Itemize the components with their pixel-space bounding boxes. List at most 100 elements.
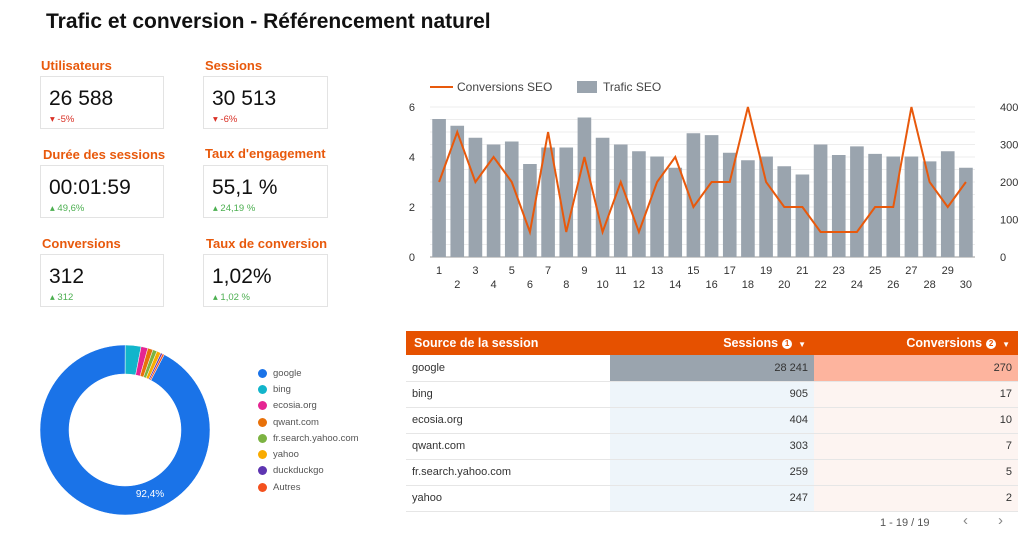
sort-caret-icon: ▼	[798, 340, 806, 349]
cell-sessions: 28 241	[610, 355, 814, 382]
cell-source: bing	[406, 381, 610, 408]
cell-conversions: 5	[814, 459, 1018, 486]
x-tick-label: 11	[615, 265, 626, 277]
cell-conversions: 2	[814, 485, 1018, 512]
column-header-source[interactable]: Source de la session	[406, 331, 610, 355]
x-tick-label: 12	[633, 279, 645, 291]
legend-item-yahoo[interactable]: yahoo	[258, 446, 359, 462]
legend-item-qwant[interactable]: qwant.com	[258, 414, 359, 430]
bar-trafic-seo[interactable]	[813, 144, 828, 258]
kpi-value: 26 588	[49, 87, 114, 110]
line-conversions-seo[interactable]	[438, 106, 967, 236]
column-header-conversions[interactable]: Conversions 2 ▼	[814, 331, 1018, 355]
table-row[interactable]: qwant.com 303 7	[406, 433, 1018, 460]
kpi-card-taux-engagement: 55,1 % ▴ 24,19 %	[203, 165, 328, 218]
x-tick-label: 7	[545, 265, 551, 277]
chevron-right-icon[interactable]: ›	[998, 512, 1003, 529]
legend-dot-icon	[258, 433, 267, 443]
bar-trafic-seo[interactable]	[486, 144, 501, 258]
bar-trafic-seo[interactable]	[450, 125, 465, 257]
bar-trafic-seo[interactable]	[595, 137, 610, 257]
info-icon: 1	[782, 339, 793, 349]
report-title: Trafic et conversion - Référencement nat…	[46, 10, 491, 33]
bar-trafic-seo[interactable]	[686, 133, 701, 257]
legend-item-autres[interactable]: Autres	[258, 479, 359, 495]
kpi-label-taux-conversion: Taux de conversion	[206, 236, 328, 251]
info-icon: 2	[986, 339, 997, 349]
legend-label-trafic-seo[interactable]: Trafic SEO	[603, 80, 661, 94]
donut-slice-Autres[interactable]	[149, 353, 165, 381]
cell-source: qwant.com	[406, 433, 610, 460]
bar-trafic-seo[interactable]	[523, 164, 537, 257]
x-tick-label: 18	[742, 279, 754, 291]
legend-item-duckduckgo[interactable]: duckduckgo	[258, 463, 359, 479]
arrow-up-icon: ▴	[50, 203, 55, 214]
kpi-label-utilisateurs: Utilisateurs	[41, 58, 112, 73]
x-tick-label: 9	[581, 265, 587, 277]
kpi-delta: ▾ -5%	[50, 114, 75, 125]
table-row[interactable]: fr.search.yahoo.com 259 5	[406, 459, 1018, 486]
x-tick-label: 26	[887, 279, 899, 291]
bar-trafic-seo[interactable]	[541, 147, 555, 258]
y-right-tick-label: 100	[1000, 215, 1018, 227]
bar-trafic-seo[interactable]	[777, 166, 792, 257]
legend-item-bing[interactable]: bing	[258, 381, 359, 397]
cell-conversions: 10	[814, 407, 1018, 434]
kpi-value: 55,1 %	[212, 176, 278, 199]
bar-trafic-seo[interactable]	[904, 156, 919, 258]
x-tick-label: 6	[527, 279, 533, 291]
bar-trafic-seo[interactable]	[613, 144, 628, 258]
kpi-card-conversions: 312 ▴ 312	[40, 254, 164, 307]
bar-trafic-seo[interactable]	[831, 155, 846, 257]
bar-trafic-seo[interactable]	[922, 161, 937, 257]
kpi-card-duree-sessions: 00:01:59 ▴ 49,6%	[40, 165, 164, 218]
bar-trafic-seo[interactable]	[850, 146, 864, 257]
x-tick-label: 24	[851, 279, 863, 291]
bar-trafic-seo[interactable]	[940, 151, 955, 257]
donut-slice-google[interactable]	[40, 344, 211, 516]
bar-trafic-seo[interactable]	[504, 141, 519, 258]
bar-trafic-seo[interactable]	[559, 147, 574, 258]
bar-trafic-seo[interactable]	[959, 167, 973, 257]
table-row[interactable]: bing 905 17	[406, 381, 1018, 408]
bar-trafic-seo[interactable]	[577, 117, 592, 258]
legend-label-conversions-seo[interactable]: Conversions SEO	[457, 80, 552, 94]
y-right-tick-label: 0	[1000, 252, 1006, 264]
bar-trafic-seo[interactable]	[759, 156, 773, 258]
bar-trafic-seo[interactable]	[432, 119, 446, 257]
bar-trafic-seo[interactable]	[795, 174, 810, 258]
cell-sessions: 303	[610, 433, 814, 460]
pagination-label: 1 - 19 / 19	[880, 517, 930, 529]
table-row[interactable]: ecosia.org 404 10	[406, 407, 1018, 434]
cell-source: yahoo	[406, 485, 610, 512]
bar-trafic-seo[interactable]	[868, 153, 882, 257]
column-header-sessions[interactable]: Sessions 1 ▼	[610, 331, 814, 355]
bar-trafic-seo[interactable]	[468, 137, 483, 257]
chevron-left-icon[interactable]: ‹	[963, 512, 968, 529]
arrow-down-icon: ▾	[50, 114, 55, 125]
legend-item-google[interactable]: google	[258, 365, 359, 381]
x-tick-label: 15	[687, 265, 699, 277]
bar-trafic-seo[interactable]	[722, 152, 737, 257]
legend-item-ecosia[interactable]: ecosia.org	[258, 398, 359, 414]
x-tick-label: 16	[705, 279, 717, 291]
bar-trafic-seo[interactable]	[668, 167, 683, 257]
bar-trafic-seo[interactable]	[741, 160, 755, 257]
x-tick-label: 2	[454, 279, 460, 291]
x-tick-label: 10	[596, 279, 608, 291]
table-row[interactable]: yahoo 247 2	[406, 485, 1018, 512]
legend-dot-icon	[258, 466, 267, 476]
x-tick-label: 22	[814, 279, 826, 291]
table-row[interactable]: google 28 241 270	[406, 355, 1018, 382]
bar-trafic-seo[interactable]	[632, 151, 646, 257]
legend-dot-icon	[258, 417, 267, 427]
x-tick-label: 23	[833, 265, 845, 277]
x-tick-label: 30	[960, 279, 972, 291]
kpi-delta: ▴ 24,19 %	[213, 203, 256, 214]
bar-trafic-seo[interactable]	[650, 156, 664, 258]
cell-sessions: 247	[610, 485, 814, 512]
bar-trafic-seo[interactable]	[704, 135, 719, 257]
legend-item-fr-search-yahoo[interactable]: fr.search.yahoo.com	[258, 430, 359, 446]
x-tick-label: 1	[436, 265, 442, 277]
cell-sessions: 404	[610, 407, 814, 434]
